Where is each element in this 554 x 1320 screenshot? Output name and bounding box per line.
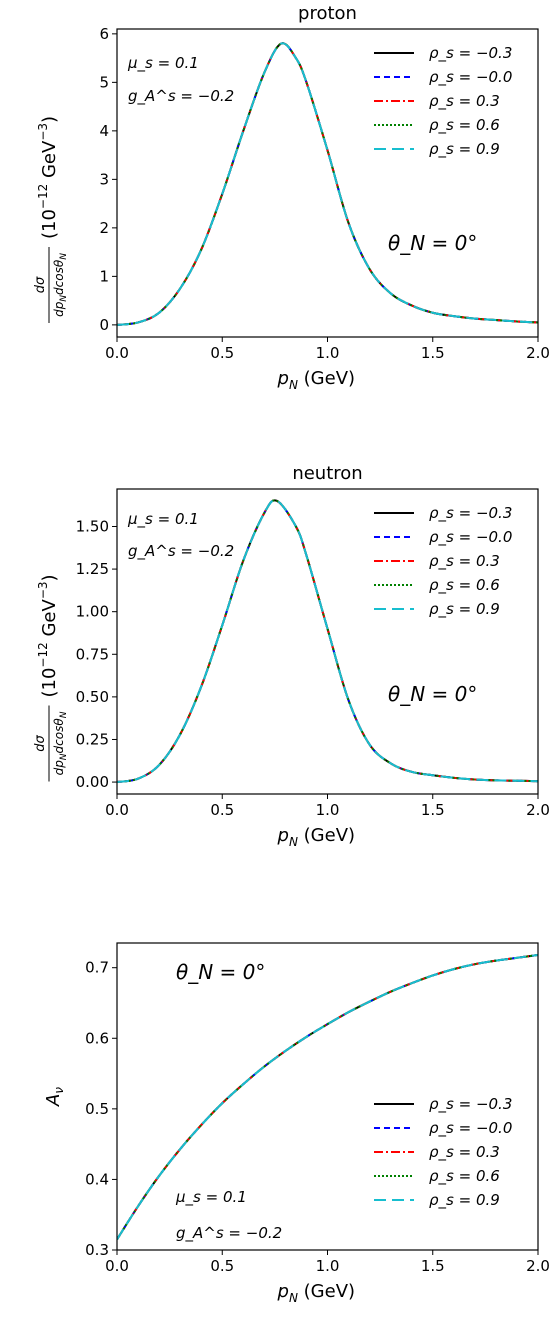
y-tick-label: 6 [99, 25, 109, 43]
legend-label: ρ_s = −0.0 [429, 1119, 512, 1138]
y-tick-label: 1.25 [76, 560, 109, 578]
y-label-numerator: dσ [33, 734, 48, 751]
annotation-mu-s: μ_s = 0.1 [175, 1188, 247, 1207]
y-tick-label: 0.50 [76, 688, 109, 706]
y-tick-label: 2 [99, 219, 109, 237]
legend-label: ρ_s = 0.9 [429, 600, 500, 619]
y-tick-label: 0.7 [85, 959, 109, 977]
annotation-g-a-s: g_A^s = −0.2 [128, 542, 234, 561]
y-tick-label: 0.6 [85, 1029, 109, 1047]
y-tick-label: 0 [99, 316, 109, 334]
y-label-units: (10−12 GeV−3) [36, 574, 60, 697]
x-tick-label: 1.5 [421, 344, 445, 362]
y-tick-label: 0.00 [76, 773, 109, 791]
y-tick-label: 0.5 [85, 1100, 109, 1118]
legend-label: ρ_s = 0.9 [429, 1191, 500, 1210]
annotation-theta: θ_N = 0° [388, 231, 477, 255]
x-tick-label: 0.0 [105, 344, 129, 362]
chart-panel-2: neutron 0.0 0.5 1.0 1.5 2.0 0.00 0.25 0.50 0.75 1.… [33, 463, 550, 849]
legend-label: ρ_s = −0.3 [429, 44, 512, 63]
y-tick-label: 1.50 [76, 517, 109, 535]
x-tick-label: 2.0 [526, 1257, 550, 1275]
series-line-5 [117, 499, 538, 784]
legend-label: ρ_s = −0.3 [429, 1095, 512, 1114]
x-axis-label: pN (GeV) [277, 825, 356, 849]
chart-title: neutron [292, 463, 362, 484]
series-line-4 [117, 954, 538, 1240]
series-line-5 [117, 42, 538, 326]
legend-label: ρ_s = −0.3 [429, 504, 512, 523]
x-axis-label: pN (GeV) [277, 1281, 356, 1305]
legend-label: ρ_s = 0.6 [429, 576, 500, 595]
x-tick-label: 1.5 [421, 801, 445, 819]
y-tick-label: 4 [99, 122, 109, 140]
legend-label: ρ_s = 0.6 [429, 1167, 500, 1186]
x-tick-label: 1.5 [421, 1257, 445, 1275]
legend-label: ρ_s = −0.0 [429, 68, 512, 87]
legend-label: ρ_s = 0.3 [429, 92, 500, 111]
y-tick-label: 0.4 [85, 1170, 109, 1188]
annotation-g-a-s: g_A^s = −0.2 [176, 1224, 282, 1243]
annotation-mu-s: μ_s = 0.1 [127, 510, 199, 529]
x-tick-label: 1.0 [316, 344, 340, 362]
y-axis-label: Aν [43, 1087, 66, 1107]
x-tick-label: 0.5 [210, 1257, 234, 1275]
y-tick-label: 1 [99, 267, 109, 285]
y-tick-label: 1.00 [76, 603, 109, 621]
x-tick-label: 2.0 [526, 801, 550, 819]
y-tick-label: 0.3 [85, 1241, 109, 1259]
legend-label: ρ_s = 0.9 [429, 140, 500, 159]
y-label-units: (10−12 GeV−3) [36, 116, 60, 239]
y-tick-label: 0.75 [76, 645, 109, 663]
chart-panel-1: proton 0.0 0.5 1.0 1.5 2.0 0 1 2 3 4 5 6 pN (GeV) dσdp… [33, 3, 550, 392]
x-tick-label: 0.5 [210, 344, 234, 362]
legend-label: ρ_s = 0.3 [429, 552, 500, 571]
chart-title: proton [298, 3, 357, 24]
y-label-denominator: dpNdcosθN [52, 253, 69, 317]
annotation-g-a-s: g_A^s = −0.2 [128, 87, 234, 106]
legend-label: ρ_s = 0.6 [429, 116, 500, 135]
annotation-mu-s: μ_s = 0.1 [127, 54, 199, 73]
series-line-5 [117, 954, 538, 1240]
y-label-denominator: dpNdcosθN [52, 711, 69, 775]
y-tick-label: 3 [99, 170, 109, 188]
y-tick-label: 5 [99, 73, 109, 91]
annotation-theta: θ_N = 0° [388, 682, 477, 706]
legend-label: ρ_s = −0.0 [429, 528, 512, 547]
x-tick-label: 0.0 [105, 1257, 129, 1275]
x-tick-label: 0.0 [105, 801, 129, 819]
series-line-3 [117, 42, 538, 326]
y-label-numerator: dσ [33, 276, 48, 293]
x-tick-label: 2.0 [526, 344, 550, 362]
x-tick-label: 1.0 [316, 1257, 340, 1275]
y-tick-label: 0.25 [76, 730, 109, 748]
x-axis-label: pN (GeV) [277, 368, 356, 392]
y-label-text: Aν [43, 1087, 66, 1107]
annotation-theta: θ_N = 0° [176, 960, 265, 984]
legend-label: ρ_s = 0.3 [429, 1143, 500, 1162]
chart-panel-3: 0.0 0.5 1.0 1.5 2.0 0.3 0.4 0.5 0.6 0.7 pN (GeV) Aν… [43, 942, 550, 1305]
x-tick-label: 1.0 [316, 801, 340, 819]
x-tick-label: 0.5 [210, 801, 234, 819]
